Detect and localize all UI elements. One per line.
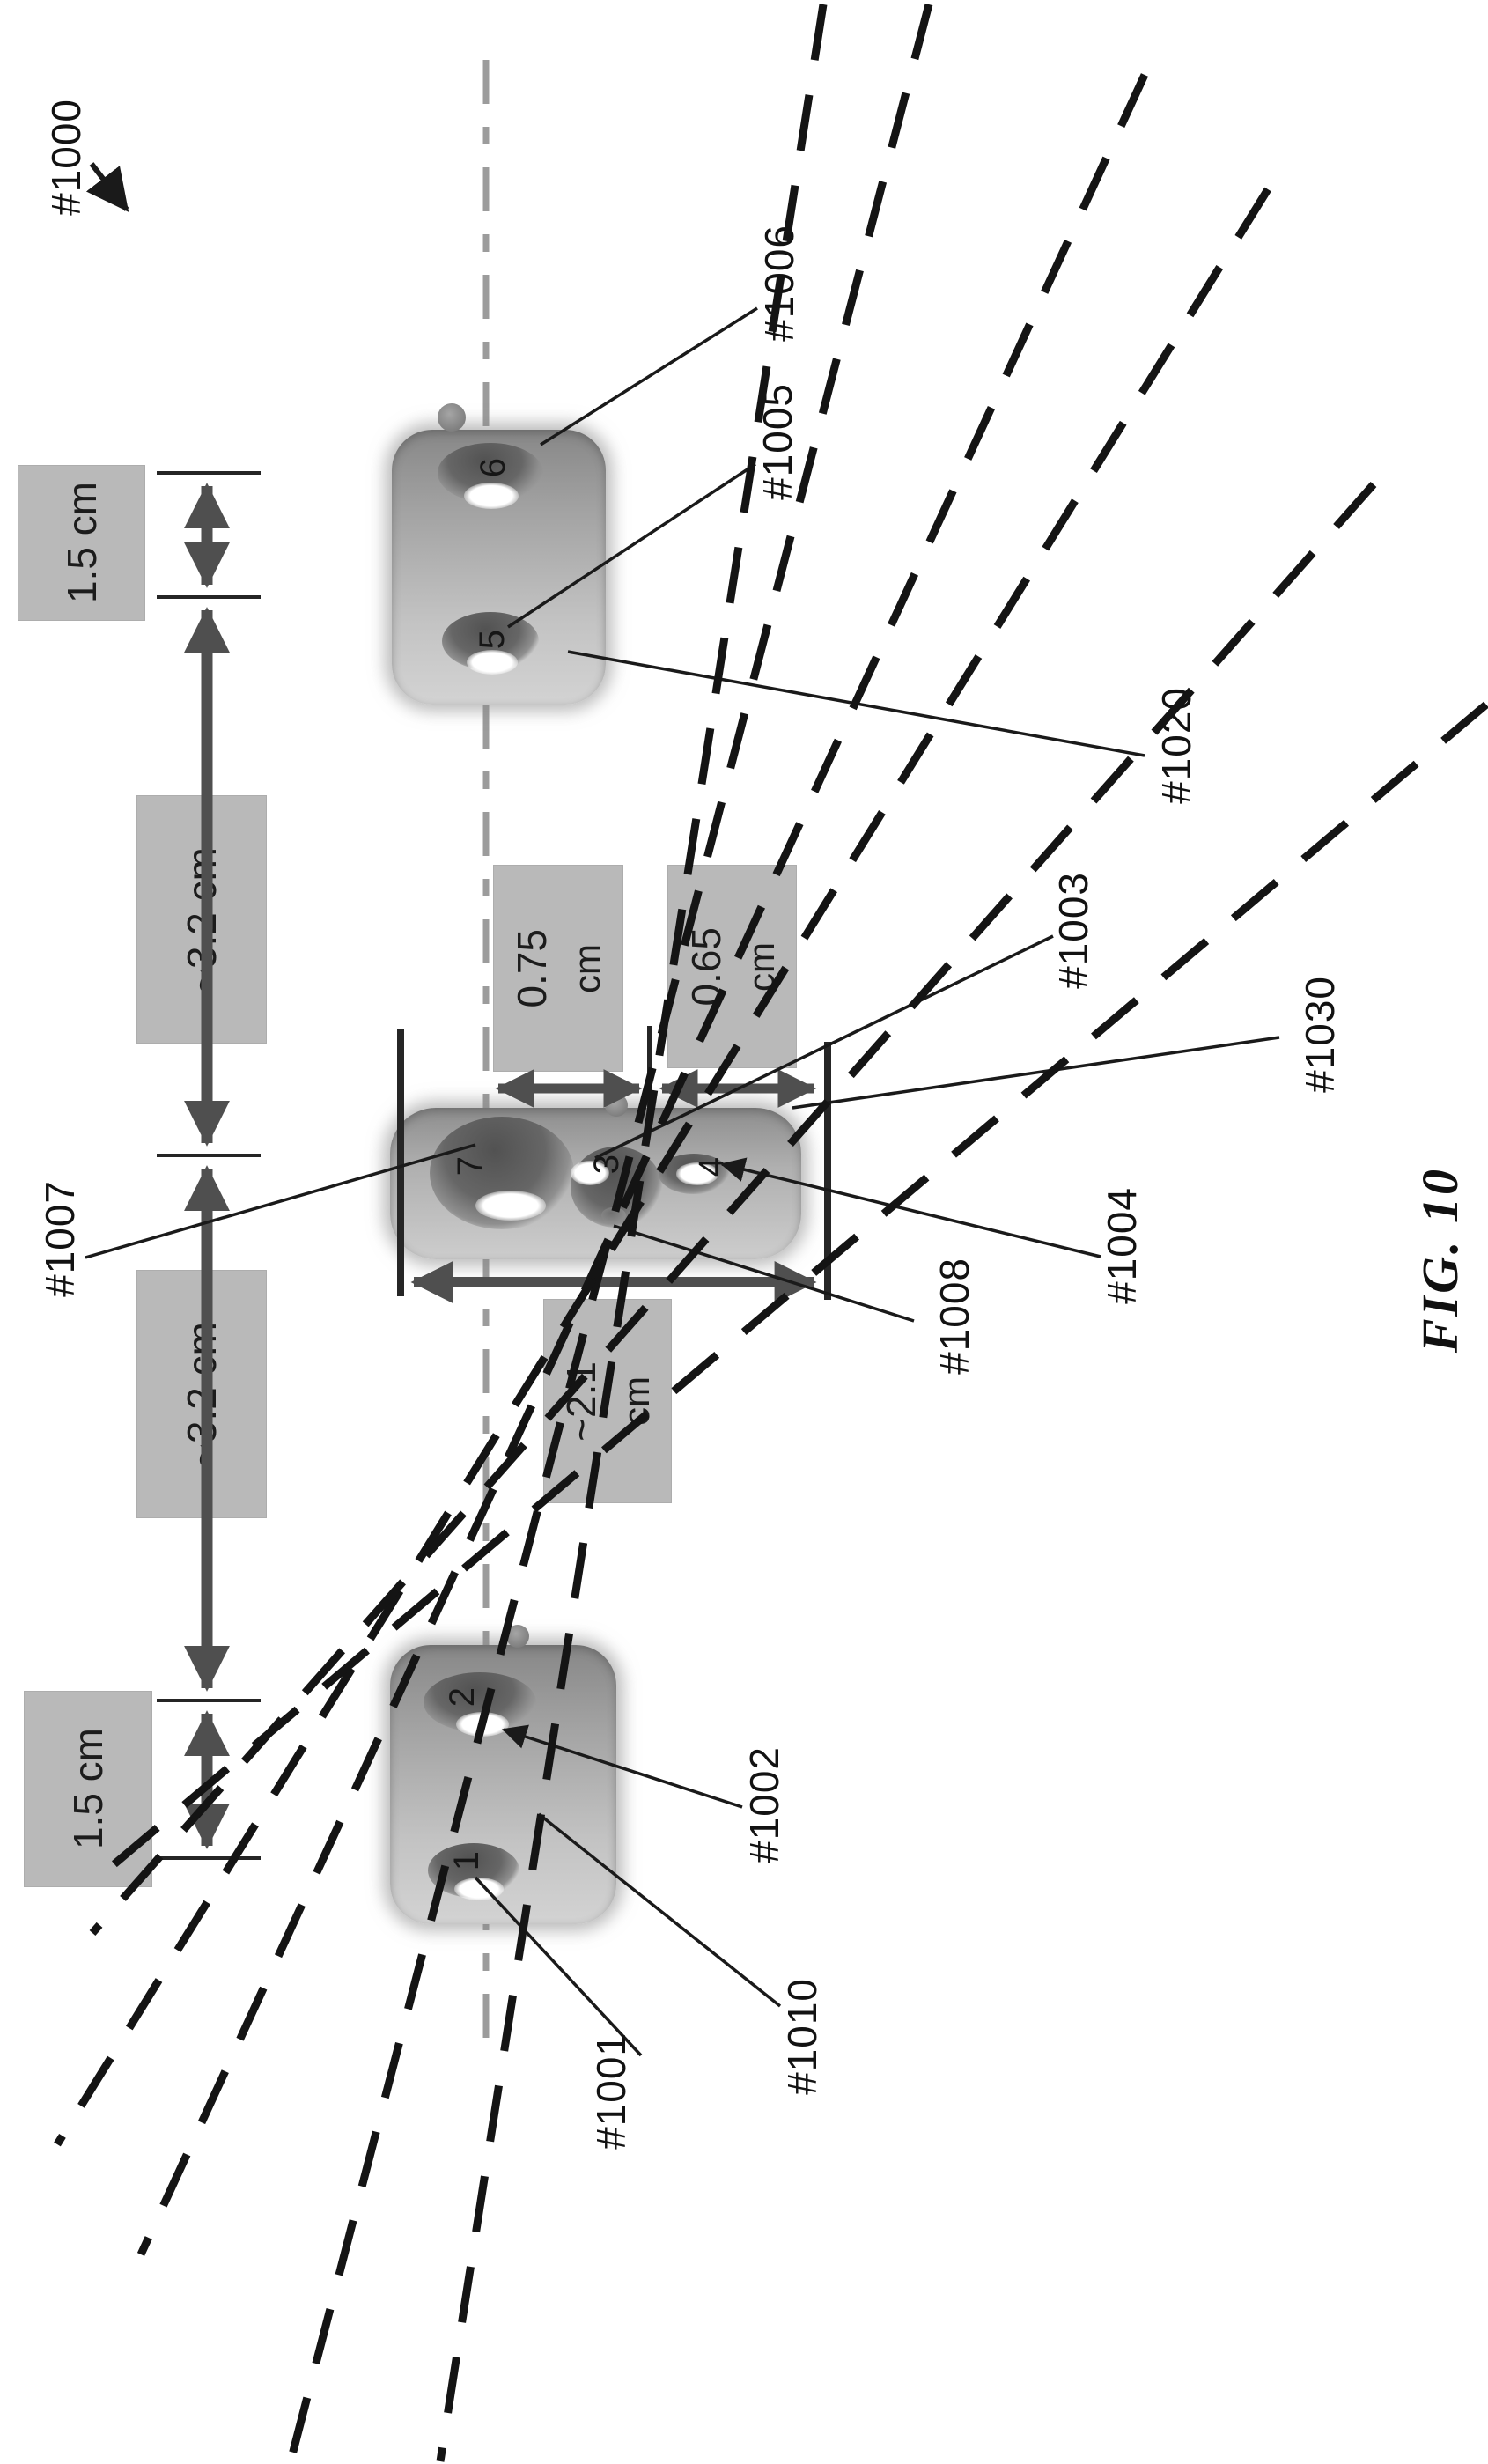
hole-3-glint [571,1161,609,1185]
leader-1007 [85,1143,476,1259]
hole-7-glint [475,1191,546,1221]
leader-1001 [474,1876,643,2057]
hole-5-glint [467,650,518,675]
leader-1010 [537,1812,782,2008]
beam-1 [436,4,828,2462]
pod-top-clip [438,403,466,432]
leader-1004 [719,1157,1101,1258]
leader-1030 [792,1036,1280,1110]
hole-3-nub [601,1207,626,1223]
beam-3 [136,73,1149,2256]
hole-4-glint [676,1162,718,1185]
leader-1005 [507,462,756,629]
beam-2 [286,3,933,2463]
leader-1008 [613,1224,915,1323]
hole-6-glint [464,483,519,509]
leader-1002 [502,1724,743,1809]
beam-5 [89,482,1377,1936]
leader-1000-arrow [85,162,129,212]
leader-1003 [594,934,1054,1160]
dim-box-1.5cm-top: 1.5 cm [18,465,145,621]
dim-box-0.75cm: 0.75 cm [493,865,623,1072]
dim-box-0.65cm: 0.65 cm [667,865,797,1068]
beam-4 [54,187,1271,2147]
beam-6 [108,701,1488,1870]
leader-1006 [540,306,758,446]
